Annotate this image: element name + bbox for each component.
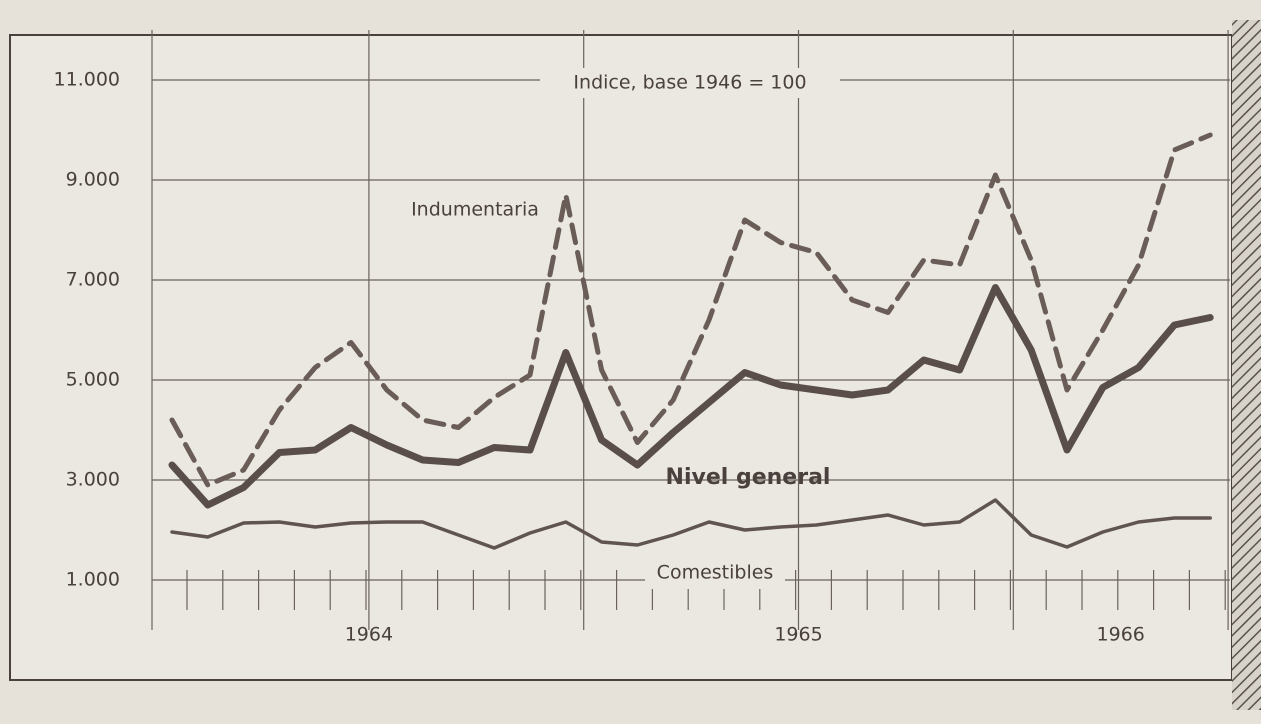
year-label: 1964: [345, 624, 393, 646]
y-tick-label: 5.000: [66, 369, 120, 391]
series-label: Comestibles: [657, 562, 774, 584]
series-line: [169, 132, 1213, 488]
frame-edge: [1232, 20, 1261, 710]
chart-title: Indice, base 1946 = 100: [573, 72, 806, 94]
year-label: 1966: [1097, 624, 1145, 646]
y-tick-label: 9.000: [66, 169, 120, 191]
y-tick-label: 11.000: [54, 69, 120, 91]
y-tick-label: 1.000: [66, 569, 120, 591]
series-label: Indumentaria: [411, 199, 539, 221]
label-bg: [645, 557, 785, 589]
title-bg: [540, 68, 840, 98]
series-line: [168, 284, 1214, 509]
series-label: Nivel general: [666, 465, 831, 490]
frame: [9, 34, 1233, 681]
y-tick-label: 3.000: [66, 469, 120, 491]
y-tick-label: 7.000: [66, 269, 120, 291]
year-label: 1965: [774, 624, 822, 646]
series-line: [170, 498, 1212, 550]
